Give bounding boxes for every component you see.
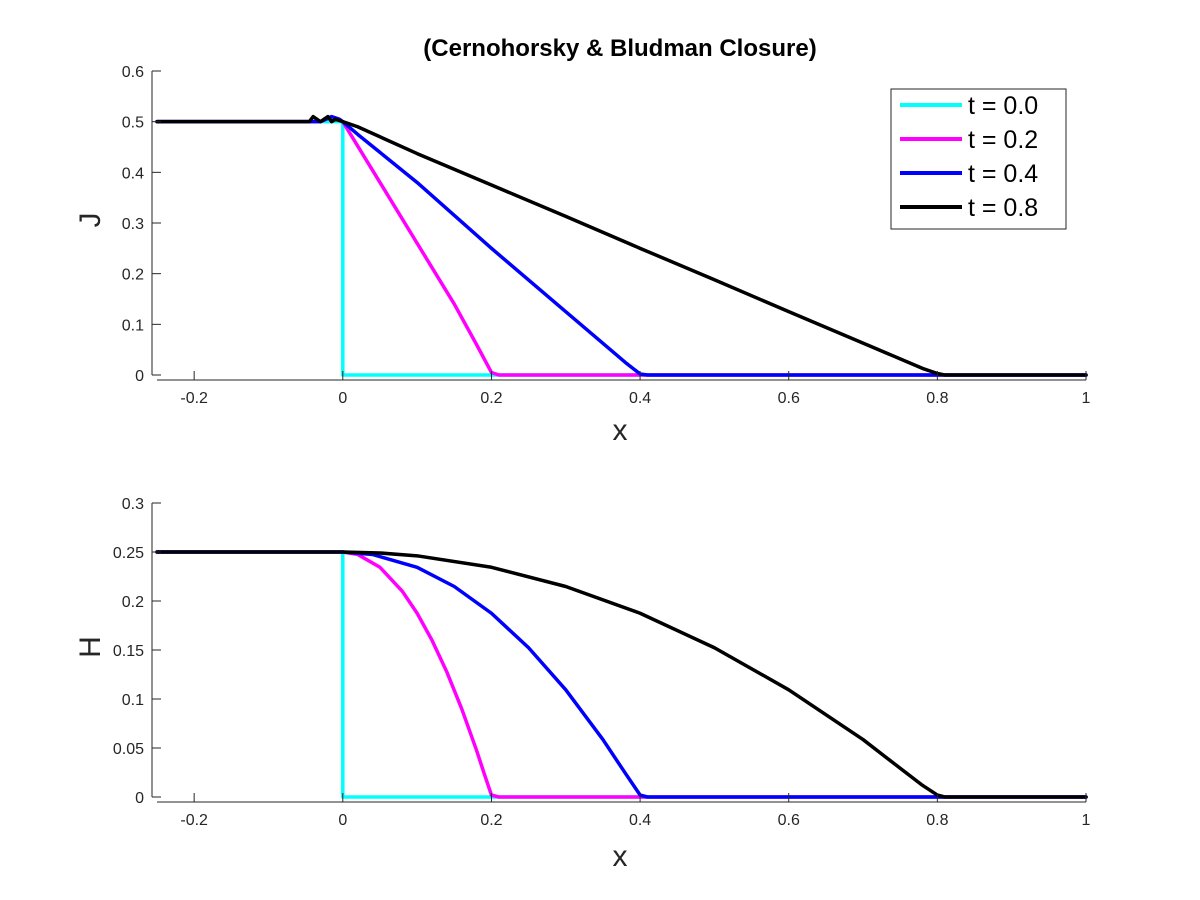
j-y-tick-label: 0.1: [122, 317, 144, 334]
j-plot: -0.2 0 0.2 0.4 0.6 0.8 100.10.20.30.40.50.6 x …: [74, 64, 1091, 447]
h-x-tick-label: 1: [1082, 812, 1091, 829]
h-x-tick-label: 0.6: [778, 812, 800, 829]
legend-label-t02: t = 0.2: [968, 126, 1038, 154]
j-y-tick-label: 0.3: [122, 216, 144, 233]
legend-label-t00: t = 0.0: [968, 92, 1038, 120]
h-xlabel: x: [613, 840, 628, 873]
j-x-tick-label: 0.6: [778, 390, 800, 407]
h-series-t08: [155, 550, 1088, 799]
h-y-tick-label: 0.2: [122, 594, 144, 611]
j-axes: -0.2 0 0.2 0.4 0.6 0.8 1 0 0.1 0.2 0.3 0.4 0.5 0.6: [122, 64, 1091, 407]
j-y-tick-label: 0: [135, 368, 144, 385]
legend-label-t08: t = 0.8: [968, 194, 1038, 222]
h-series-layer: [155, 550, 1088, 799]
j-ylabel: J: [74, 213, 107, 228]
h-axes: -0.2 0 0.2 0.4 0.6 0.8 1 0 0.05 0.1 0.15 0.2 0.25 0.3: [113, 496, 1091, 829]
j-x-tick-label: -0.2: [180, 390, 208, 407]
h-y-tick-label: 0.1: [122, 692, 144, 709]
h-y-tick-label: 0: [135, 790, 144, 807]
j-x-tick-label: 0.4: [629, 390, 651, 407]
j-x-tick-label: 0: [338, 390, 347, 407]
h-y-tick-label: 0.25: [113, 545, 144, 562]
j-y-tick-label: 0.4: [122, 165, 144, 182]
h-y-tick-label: 0.15: [113, 643, 144, 660]
chart-title: (Cernohorsky & Bludman Closure): [423, 35, 816, 62]
legend-label-t04: t = 0.4: [968, 160, 1038, 188]
h-x-tick-label: 0: [338, 812, 347, 829]
h-x-tick-label: -0.2: [180, 812, 208, 829]
j-y-tick-label: 0.2: [122, 267, 144, 284]
h-plot: -0.2 0 0.2 0.4 0.6 0.8 1 0 0.05 0.1 0.15 0.2 0.25 0.3…: [74, 496, 1091, 873]
legend: t = 0.0 t = 0.2 t = 0.4 t = 0.8: [890, 88, 1067, 230]
h-ylabel: H: [74, 636, 107, 658]
j-y-tick-label: 0.6: [122, 64, 144, 81]
h-x-tick-label: 0.4: [629, 812, 651, 829]
j-x-tick-label: 1: [1082, 390, 1091, 407]
j-y-tick-label: 0.5: [122, 115, 144, 132]
h-y-tick-label: 0.3: [122, 496, 144, 513]
h-x-tick-label: 0.8: [926, 812, 948, 829]
j-xlabel: x: [613, 414, 628, 447]
h-series-t02: [155, 550, 1088, 799]
j-series-t08: [155, 114, 1088, 377]
j-x-tick-label: 0.8: [926, 390, 948, 407]
h-y-tick-label: 0.05: [113, 741, 144, 758]
h-x-tick-label: 0.2: [480, 812, 502, 829]
j-x-tick-label: 0.2: [480, 390, 502, 407]
